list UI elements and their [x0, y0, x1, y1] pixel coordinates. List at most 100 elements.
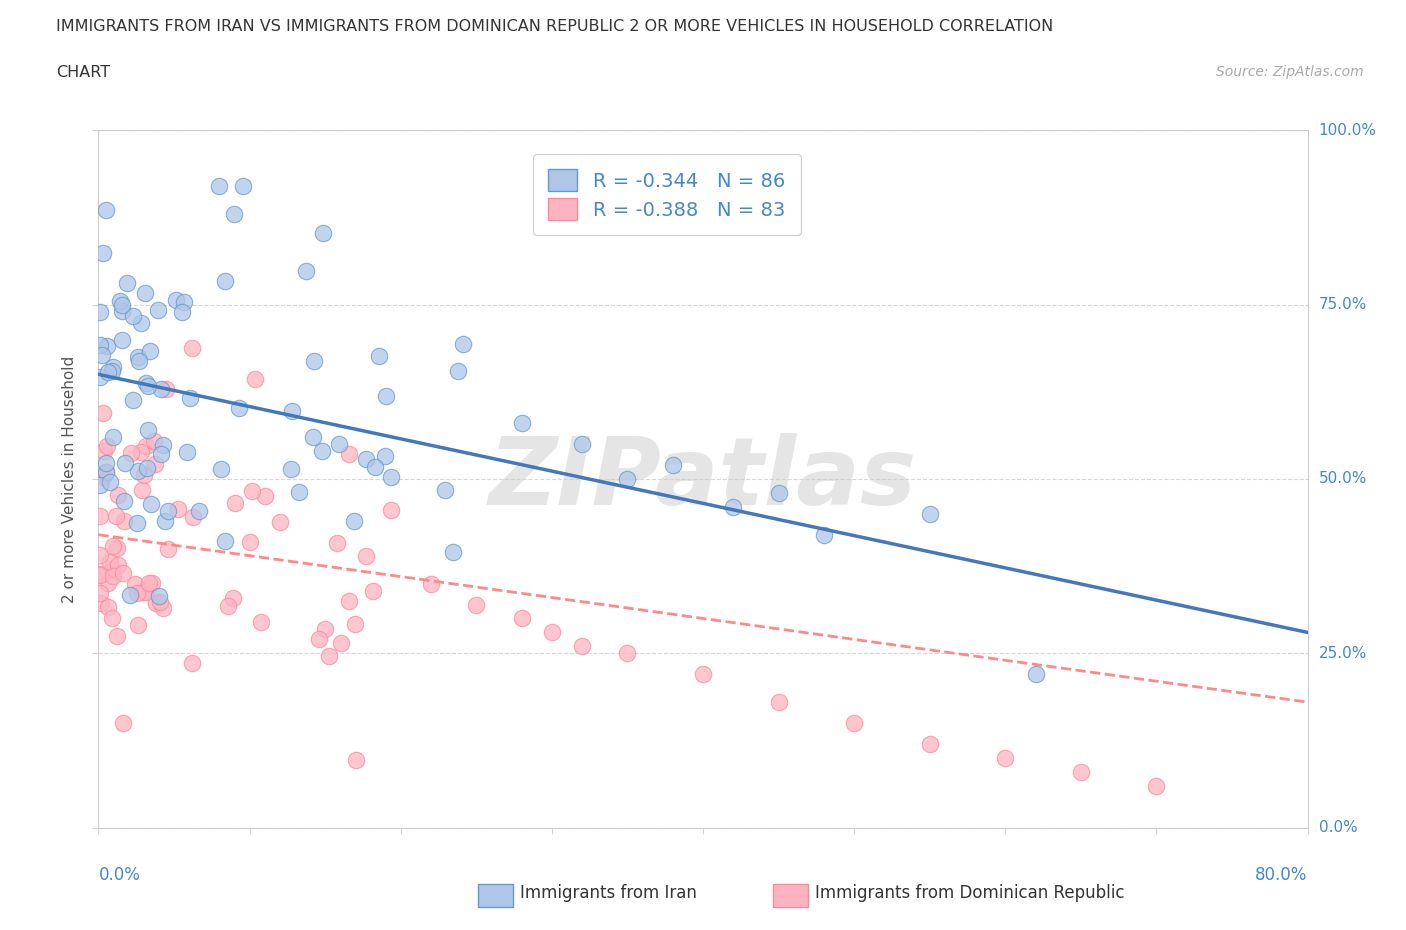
- Point: [135, 375, 157, 390]
- Point: [152, 601, 174, 616]
- Point: [692, 667, 714, 682]
- Point: [245, 371, 267, 386]
- Point: [214, 273, 236, 288]
- Point: [240, 484, 263, 498]
- Legend: R = -0.344   N = 86, R = -0.388   N = 83: R = -0.344 N = 86, R = -0.388 N = 83: [533, 153, 801, 235]
- Point: [89, 478, 111, 493]
- Point: [295, 263, 318, 278]
- Text: 50.0%: 50.0%: [1319, 472, 1367, 486]
- Point: [344, 617, 367, 631]
- Point: [330, 636, 353, 651]
- Point: [453, 336, 475, 351]
- Text: 0.0%: 0.0%: [1319, 820, 1357, 835]
- Point: [165, 292, 187, 307]
- Point: [134, 286, 156, 300]
- Point: [121, 309, 143, 324]
- Point: [129, 315, 152, 330]
- Point: [1144, 778, 1167, 793]
- Point: [98, 555, 121, 570]
- Point: [181, 340, 204, 355]
- Point: [318, 648, 340, 663]
- Point: [380, 470, 402, 485]
- Text: 80.0%: 80.0%: [1256, 866, 1308, 884]
- Point: [132, 585, 155, 600]
- Point: [141, 575, 163, 590]
- Point: [441, 544, 464, 559]
- Point: [111, 298, 134, 312]
- Point: [375, 389, 398, 404]
- Point: [269, 515, 291, 530]
- Point: [447, 363, 470, 378]
- Point: [155, 381, 177, 396]
- Point: [311, 226, 333, 241]
- Point: [90, 595, 112, 610]
- Point: [97, 576, 120, 591]
- Point: [110, 293, 132, 308]
- Point: [128, 353, 150, 368]
- Point: [356, 548, 378, 563]
- Point: [111, 715, 134, 730]
- Point: [94, 465, 117, 480]
- Point: [768, 695, 790, 710]
- Point: [208, 179, 231, 193]
- Point: [101, 364, 124, 379]
- Y-axis label: 2 or more Vehicles in Household: 2 or more Vehicles in Household: [62, 355, 77, 603]
- Point: [145, 596, 167, 611]
- Point: [181, 510, 204, 525]
- Text: 0.0%: 0.0%: [98, 866, 141, 884]
- Point: [433, 483, 456, 498]
- Point: [844, 716, 866, 731]
- Point: [93, 444, 115, 458]
- Text: Immigrants from Iran: Immigrants from Iran: [520, 884, 697, 902]
- Point: [89, 338, 111, 352]
- Point: [101, 569, 124, 584]
- Point: [112, 493, 135, 508]
- Point: [1070, 764, 1092, 779]
- Point: [364, 459, 387, 474]
- Point: [97, 600, 120, 615]
- Point: [768, 485, 790, 500]
- Point: [253, 488, 276, 503]
- Point: [148, 589, 170, 604]
- Point: [281, 404, 304, 418]
- Point: [89, 548, 111, 563]
- Point: [374, 448, 396, 463]
- Point: [121, 392, 143, 407]
- Point: [120, 445, 142, 460]
- Point: [222, 591, 245, 605]
- Point: [328, 437, 350, 452]
- Point: [127, 618, 149, 632]
- Point: [96, 339, 118, 353]
- Point: [337, 446, 360, 461]
- Point: [146, 302, 169, 317]
- Point: [136, 460, 159, 475]
- Point: [107, 558, 129, 573]
- Point: [228, 401, 250, 416]
- Point: [112, 513, 135, 528]
- Point: [181, 655, 204, 670]
- Point: [361, 583, 384, 598]
- Point: [104, 508, 127, 523]
- Point: [114, 456, 136, 471]
- Point: [138, 576, 160, 591]
- Point: [115, 275, 138, 290]
- Point: [135, 585, 157, 600]
- Point: [918, 507, 941, 522]
- Point: [465, 597, 488, 612]
- Point: [239, 534, 262, 549]
- Point: [661, 458, 683, 472]
- Point: [139, 497, 162, 512]
- Point: [127, 515, 149, 530]
- Point: [136, 423, 159, 438]
- Point: [214, 534, 236, 549]
- Point: [91, 246, 114, 260]
- Point: [100, 562, 122, 577]
- Point: [127, 350, 149, 365]
- Point: [314, 621, 336, 636]
- Text: 75.0%: 75.0%: [1319, 297, 1367, 312]
- Point: [176, 445, 198, 459]
- Point: [120, 588, 142, 603]
- Point: [142, 433, 165, 448]
- Point: [94, 465, 117, 480]
- Point: [135, 439, 157, 454]
